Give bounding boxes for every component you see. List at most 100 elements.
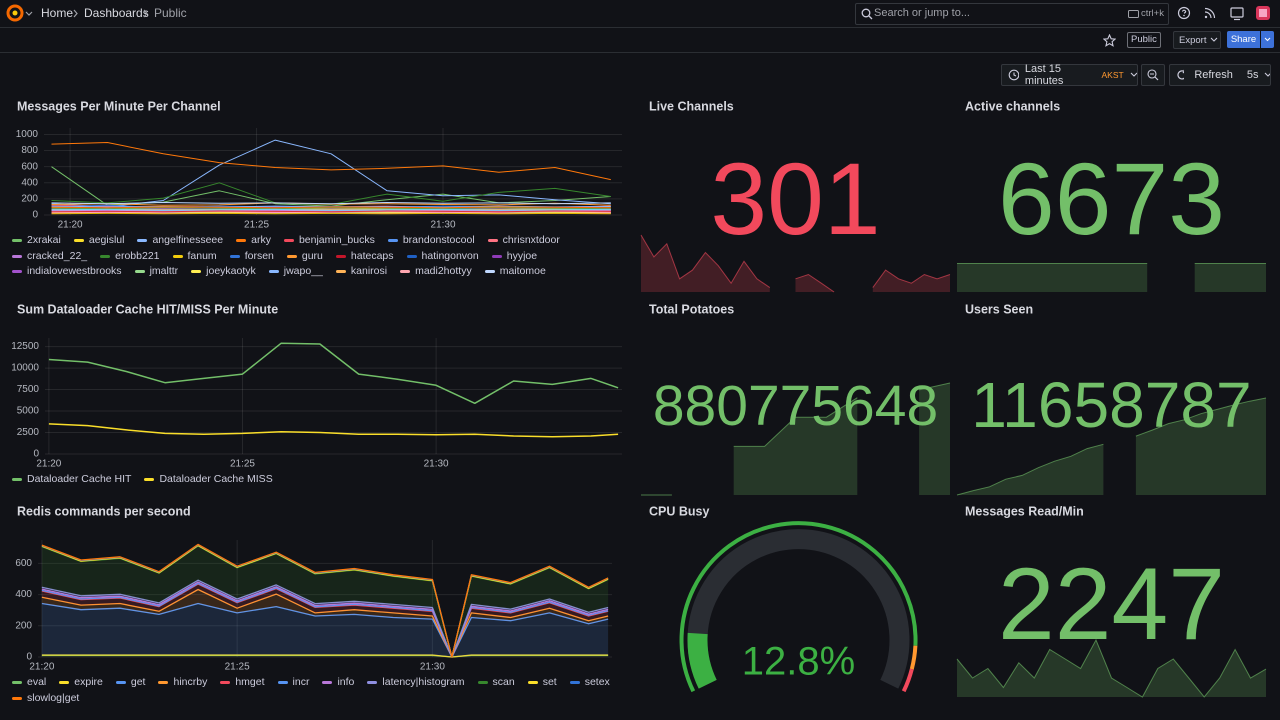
panel-title: Messages Read/Min [965, 504, 1084, 518]
stat-value: 11658787 [971, 369, 1251, 441]
help-icon[interactable] [1177, 6, 1191, 20]
user-avatar[interactable] [1256, 6, 1270, 20]
legend-swatch [137, 239, 148, 243]
legend-label: jmalttr [149, 265, 179, 277]
legend-item[interactable]: Dataloader Cache MISS [144, 472, 273, 488]
series-line [48, 342, 619, 405]
legend-item[interactable]: forsen [229, 249, 274, 265]
legend-item[interactable]: maitomoe [484, 264, 546, 280]
legend-label: forsen [244, 249, 274, 262]
series-line [41, 582, 609, 658]
legend-label: plaqueboymax [298, 280, 366, 281]
zoom-out-button[interactable] [1141, 64, 1165, 86]
legend-item[interactable]: set [527, 675, 557, 691]
gauge-track [687, 529, 910, 689]
refresh-icon [1177, 69, 1185, 80]
sparkline-fill [641, 235, 770, 292]
legend-swatch [158, 681, 169, 685]
legend-item[interactable]: get [115, 675, 145, 691]
star-icon[interactable] [1103, 34, 1116, 47]
legend-item[interactable]: 2xrakai [12, 233, 61, 249]
top-icons [1177, 6, 1270, 21]
legend-swatch [527, 681, 538, 685]
legend-item[interactable]: brandonstocool [387, 233, 475, 249]
legend-item[interactable]: jwapo__ [268, 264, 323, 280]
y-tick-label: 2500 [17, 427, 40, 438]
legend-item[interactable]: incr [277, 675, 310, 691]
legend-label: overezeggs [215, 280, 269, 281]
y-tick-label: 7500 [17, 384, 40, 395]
search-box[interactable]: Search or jump to... ctrl+k [855, 3, 1169, 25]
legend-item[interactable]: joeykaotyk [191, 264, 256, 280]
legend-label: brandonstocool [402, 234, 475, 246]
refresh-label: Refresh [1194, 69, 1233, 81]
legend-item[interactable]: hatecaps [335, 249, 394, 265]
legend-swatch [487, 239, 498, 243]
legend-label: benjamin_bucks [298, 234, 375, 246]
legend-item[interactable]: hmget [220, 675, 265, 691]
legend-item[interactable]: aegislul [73, 233, 124, 249]
threshold-band [679, 521, 918, 693]
legend-item[interactable]: nymn [147, 280, 188, 281]
news-icon[interactable] [1204, 7, 1216, 19]
legend-item[interactable]: arky [236, 233, 271, 249]
legend-item[interactable]: markusking [12, 280, 81, 281]
legend-item[interactable]: rayasianboy [379, 280, 451, 281]
legend-item[interactable]: slowlog|get [12, 691, 79, 707]
legend: Dataloader Cache HIT Dataloader Cache MIS… [12, 472, 622, 488]
legend-item[interactable]: hatingonvon [406, 249, 479, 265]
sparkline [956, 638, 1267, 698]
legend-item[interactable]: madi2hottyy [400, 264, 472, 280]
series-line [41, 544, 609, 658]
export-button[interactable]: Export [1173, 31, 1221, 49]
panel-title: Live Channels [649, 99, 734, 113]
legend-item[interactable]: info [322, 675, 354, 691]
legend-item[interactable]: scan [477, 675, 515, 691]
legend-item[interactable]: erobb221 [100, 249, 160, 265]
legend-item[interactable]: expire [59, 675, 103, 691]
legend-item[interactable]: benjamin_bucks [283, 233, 375, 249]
sparkline-fill [795, 274, 835, 292]
legend-item[interactable]: hyyjoe [491, 249, 537, 265]
y-tick-label: 600 [15, 558, 32, 569]
x-tick-label: 21:20 [36, 459, 61, 470]
share-menu-button[interactable] [1261, 31, 1274, 48]
legend-item[interactable]: latency|histogram [367, 675, 465, 691]
legend-item[interactable]: mtxel [94, 280, 134, 281]
breadcrumb[interactable]: Home [41, 6, 74, 20]
top-bar: Home Dashboards Public Search or jump to… [0, 0, 1280, 28]
refresh-picker[interactable]: Refresh 5s [1169, 64, 1271, 86]
legend-item[interactable]: plaqueboymax [283, 280, 366, 281]
legend-item[interactable]: hincrby [158, 675, 207, 691]
breadcrumb[interactable]: Dashboards [84, 6, 149, 20]
share-button[interactable]: Share [1227, 31, 1260, 48]
legend-item[interactable]: indialovewestbrooks [12, 264, 122, 280]
legend-label: madi2hottyy [415, 265, 472, 277]
legend-swatch [12, 239, 22, 243]
x-tick-label: 21:25 [244, 220, 269, 231]
y-tick-label: 10000 [11, 363, 39, 374]
legend-item[interactable]: realliveleaf [464, 280, 529, 281]
legend-swatch [335, 270, 346, 274]
legend-item[interactable]: Dataloader Cache HIT [12, 472, 131, 488]
legend-item[interactable]: setex [569, 675, 610, 691]
y-tick-label: 1000 [16, 129, 39, 140]
legend-item[interactable]: guru [286, 249, 323, 265]
legend-label: incr [292, 676, 310, 688]
legend-swatch [100, 254, 111, 258]
legend-item[interactable]: angelfinesseee [137, 233, 223, 249]
legend-swatch [335, 254, 346, 258]
series-line [51, 207, 611, 210]
kiosk-icon[interactable] [1230, 7, 1244, 21]
time-picker[interactable]: Last 15 minutes AKST [1001, 63, 1138, 87]
legend-item[interactable]: kanirosi [335, 264, 387, 280]
legend-item[interactable]: cracked_22_ [12, 249, 87, 265]
grafana-logo[interactable] [6, 4, 36, 24]
legend-item[interactable]: chrisnxtdoor [487, 233, 560, 249]
legend-item[interactable]: overezeggs [200, 280, 269, 281]
legend-item[interactable]: fanum [172, 249, 217, 265]
legend-label: cracked_22_ [27, 249, 88, 262]
legend-swatch [283, 239, 294, 243]
legend-item[interactable]: eval [12, 675, 46, 691]
legend-item[interactable]: jmalttr [134, 264, 179, 280]
